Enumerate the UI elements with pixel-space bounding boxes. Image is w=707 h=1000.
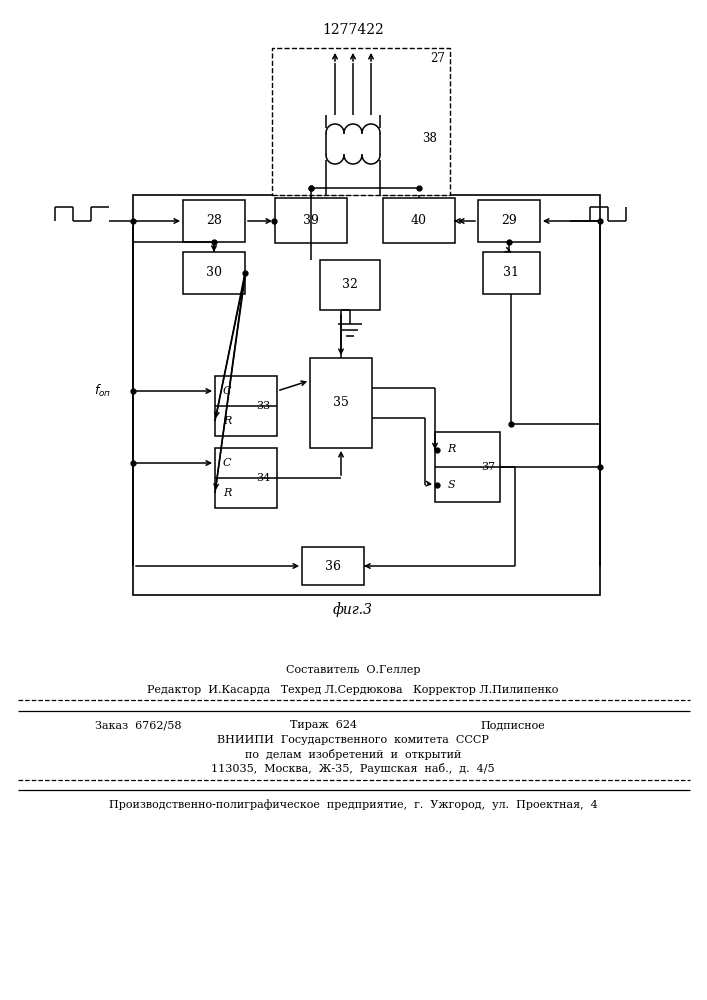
Bar [435,432,500,502]
Bar [320,260,380,310]
Text: R: R [223,488,231,498]
Text: 38: 38 [423,131,438,144]
Text: 30: 30 [206,266,222,279]
Bar [310,358,372,448]
Text: 27: 27 [431,51,445,64]
Text: 37: 37 [481,462,495,472]
Text: 36: 36 [325,560,341,572]
Text: Заказ  6762/58: Заказ 6762/58 [95,720,182,730]
Text: 33: 33 [256,401,270,411]
Text: фиг.3: фиг.3 [333,603,373,617]
Bar [478,200,540,242]
Text: 28: 28 [206,215,222,228]
Bar [183,252,245,294]
Bar [183,200,245,242]
Text: 35: 35 [333,396,349,410]
Text: 32: 32 [342,278,358,292]
Text: R: R [223,416,231,426]
Text: Составитель  О.Геллер: Составитель О.Геллер [286,665,420,675]
Text: 1277422: 1277422 [322,23,384,37]
Text: Редактор  И.Касарда   Техред Л.Сердюкова   Корректор Л.Пилипенко: Редактор И.Касарда Техред Л.Сердюкова Ко… [147,685,559,695]
Bar [215,376,277,436]
Text: Производственно-полиграфическое  предприятие,  г.  Ужгород,  ул.  Проектная,  4: Производственно-полиграфическое предприя… [109,800,597,810]
Text: R: R [447,444,455,454]
Bar [302,547,364,585]
Text: C: C [223,458,231,468]
Text: 40: 40 [411,214,427,227]
Text: 34: 34 [256,473,270,483]
Text: 39: 39 [303,214,319,227]
Text: C: C [223,386,231,396]
Text: Тираж  624: Тираж 624 [290,720,357,730]
Text: S: S [448,480,455,489]
Bar [275,198,347,243]
Bar [133,195,600,595]
Text: по  делам  изобретений  и  открытий: по делам изобретений и открытий [245,748,461,760]
Text: ВНИИПИ  Государственного  комитета  СССР: ВНИИПИ Государственного комитета СССР [217,735,489,745]
Text: $f_{оп}$: $f_{оп}$ [94,383,111,399]
Text: 113035,  Москва,  Ж-35,  Раушская  наб.,  д.  4/5: 113035, Москва, Ж-35, Раушская наб., д. … [211,762,495,774]
Text: Подписное: Подписное [480,720,545,730]
Text: 31: 31 [503,266,520,279]
Text: 29: 29 [501,215,517,228]
Bar [383,198,455,243]
Bar [272,48,450,195]
Bar [483,252,540,294]
Bar [215,448,277,508]
